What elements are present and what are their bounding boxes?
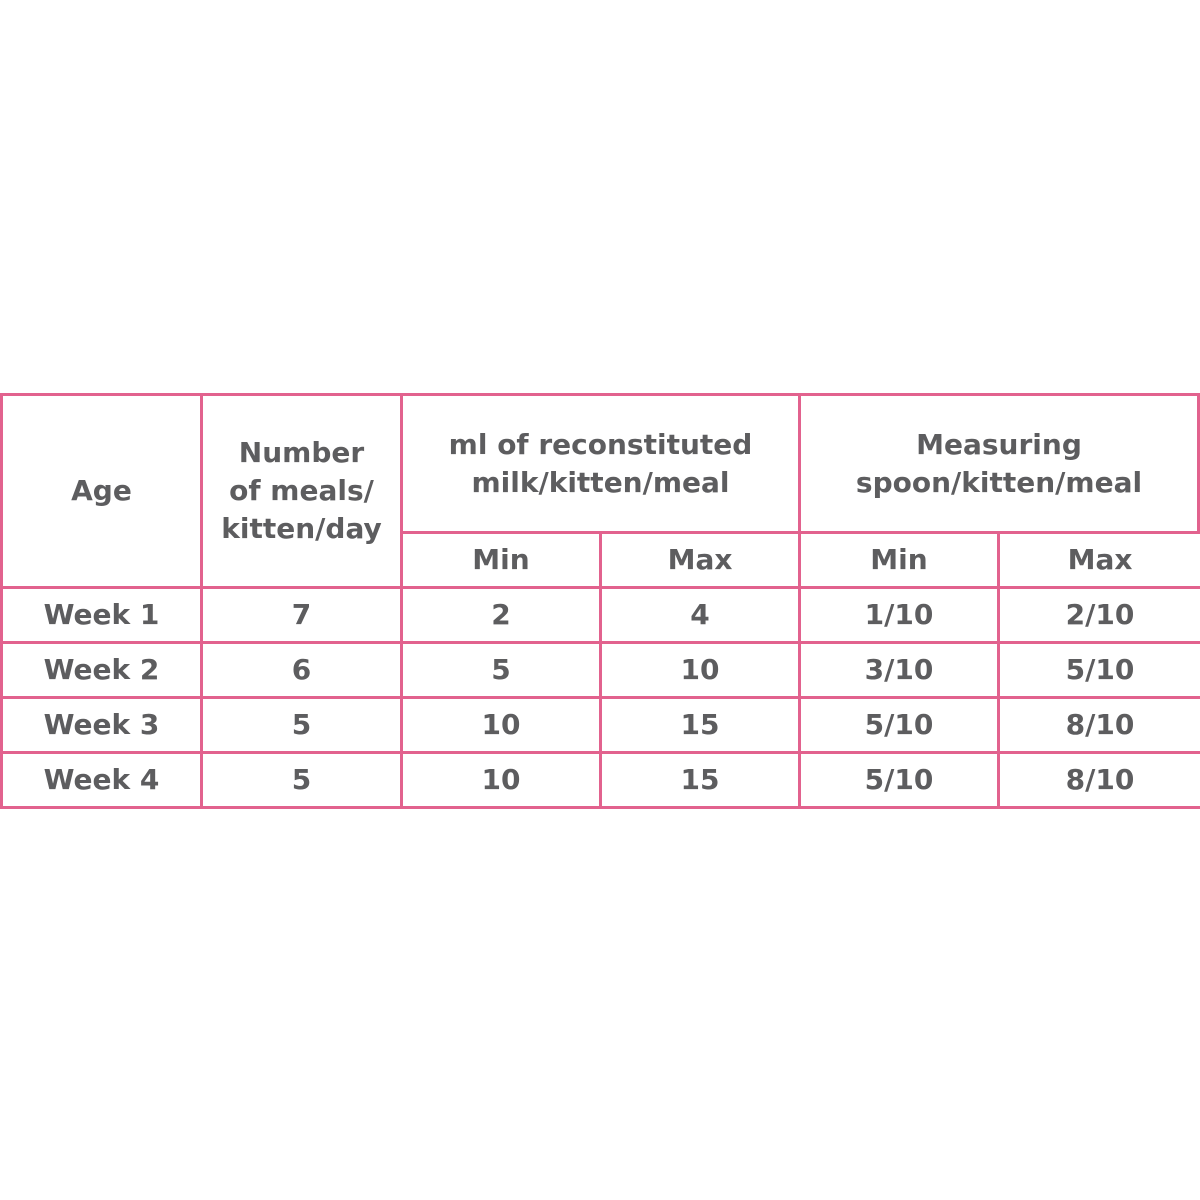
data-cell-text: 2 [491,598,511,631]
row-label: Week 4 [0,751,203,809]
data-cell-text: 8/10 [1065,708,1135,741]
data-cell-text: 5 [491,653,511,686]
data-cell: 8/10 [997,696,1200,754]
data-cell-text: 15 [680,708,720,741]
data-cell-text: 5/10 [864,708,934,741]
data-cell: 10 [400,696,602,754]
subheader-cell-text: Min [472,543,530,576]
data-cell: 6 [200,641,403,699]
header-text: ml of reconstituted [448,427,753,461]
header-cell: Number of meals/ kitten/day [200,393,403,589]
row-label-text: Week 1 [43,598,160,631]
row-label-text: Week 4 [43,763,160,796]
data-cell-text: 4 [690,598,710,631]
header-text: kitten/day [221,512,382,545]
data-cell-text: 5 [291,763,312,796]
data-cell-text: 10 [481,763,521,796]
data-cell-text: 8/10 [1065,763,1135,796]
subheader-cell: Max [997,531,1200,589]
row-label-text: Week 2 [43,653,160,686]
subheader-cell: Max [599,531,801,589]
data-cell: 5/10 [798,696,1000,754]
header-text: spoon/kitten/meal [855,465,1143,499]
data-cell-text: 1/10 [864,598,934,631]
data-cell: 2/10 [997,586,1200,644]
data-cell-text: 5 [291,708,312,741]
data-cell: 3/10 [798,641,1000,699]
subheader-cell-text: Max [667,543,733,576]
subheader-cell: Min [400,531,602,589]
header-text: milk/kitten/meal [471,465,730,499]
header-cell: ml of reconstituted milk/kitten/meal [400,393,801,534]
data-cell-text: 3/10 [864,653,934,686]
row-label-text: Week 3 [43,708,160,741]
data-cell-text: 15 [680,763,720,796]
data-cell: 5/10 [997,641,1200,699]
header-text: of meals/ [229,474,374,507]
data-cell-text: 5/10 [864,763,934,796]
data-cell: 5 [200,751,403,809]
row-label: Week 3 [0,696,203,754]
data-cell-text: 10 [481,708,521,741]
data-cell: 2 [400,586,602,644]
data-cell-text: 6 [291,653,312,686]
subheader-cell: Min [798,531,1000,589]
data-cell: 5/10 [798,751,1000,809]
data-cell: 10 [400,751,602,809]
header-text: Number [238,436,365,469]
data-cell-text: 7 [291,598,312,631]
header-text: Measuring [916,427,1082,461]
data-cell: 5 [400,641,602,699]
data-cell: 8/10 [997,751,1200,809]
subheader-cell-text: Max [1067,543,1133,576]
header-text: Age [71,474,132,507]
header-cell: Age [0,393,203,589]
data-cell: 15 [599,696,801,754]
header-cell: Measuring spoon/kitten/meal [798,393,1200,534]
data-cell: 7 [200,586,403,644]
data-cell-text: 5/10 [1065,653,1135,686]
data-cell: 4 [599,586,801,644]
data-cell: 15 [599,751,801,809]
row-label: Week 2 [0,641,203,699]
data-cell: 1/10 [798,586,1000,644]
data-cell: 5 [200,696,403,754]
data-cell: 10 [599,641,801,699]
data-cell-text: 2/10 [1065,598,1135,631]
row-label: Week 1 [0,586,203,644]
subheader-cell-text: Min [870,543,928,576]
data-cell-text: 10 [680,653,720,686]
